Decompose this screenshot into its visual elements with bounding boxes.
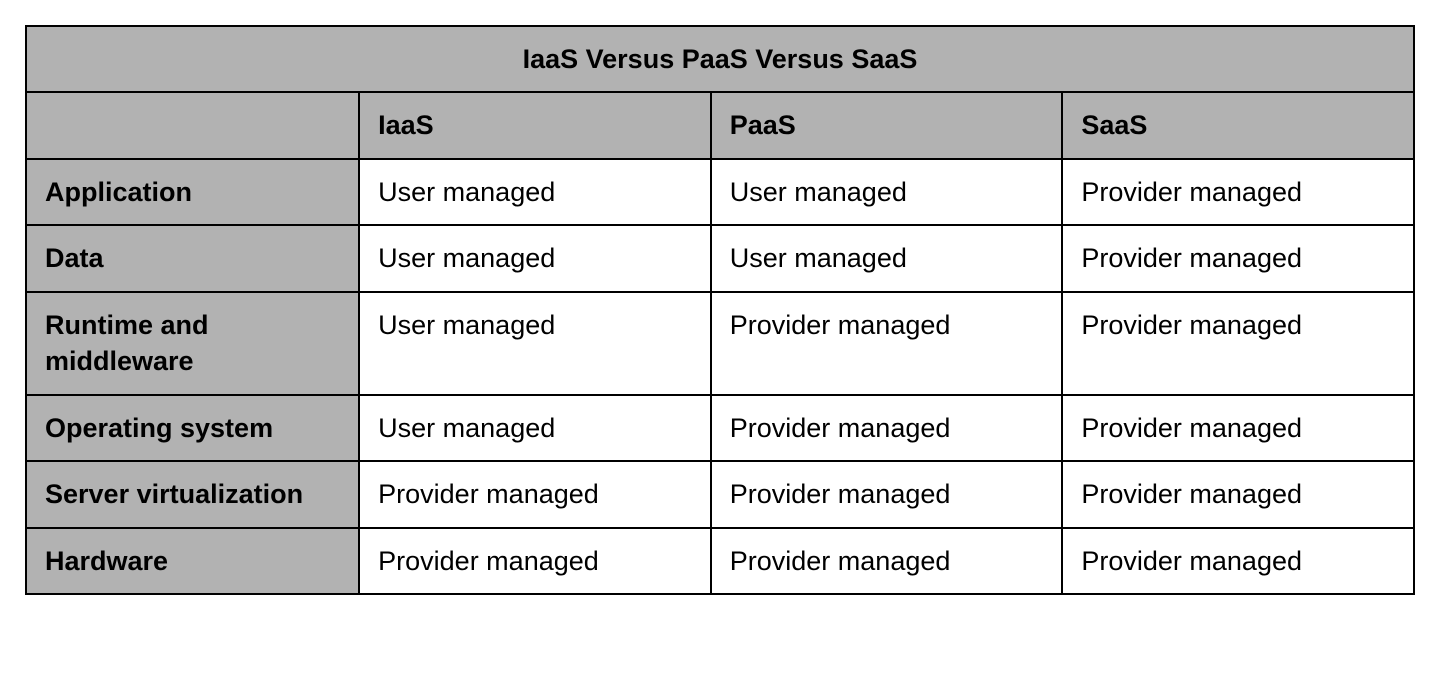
header-row: IaaS PaaS SaaS <box>26 92 1414 158</box>
table-title: IaaS Versus PaaS Versus SaaS <box>26 26 1414 92</box>
row-label-runtime: Runtime and middleware <box>26 292 359 395</box>
cell-server-virt-paas: Provider managed <box>711 461 1063 527</box>
row-label-data: Data <box>26 225 359 291</box>
cell-runtime-saas: Provider managed <box>1062 292 1414 395</box>
row-label-os: Operating system <box>26 395 359 461</box>
cell-data-saas: Provider managed <box>1062 225 1414 291</box>
cell-hardware-paas: Provider managed <box>711 528 1063 594</box>
cell-runtime-paas: Provider managed <box>711 292 1063 395</box>
cell-hardware-iaas: Provider managed <box>359 528 711 594</box>
table-row: Data User managed User managed Provider … <box>26 225 1414 291</box>
cell-application-saas: Provider managed <box>1062 159 1414 225</box>
table-row: Server virtualization Provider managed P… <box>26 461 1414 527</box>
cell-hardware-saas: Provider managed <box>1062 528 1414 594</box>
header-blank <box>26 92 359 158</box>
cell-server-virt-iaas: Provider managed <box>359 461 711 527</box>
table-row: Operating system User managed Provider m… <box>26 395 1414 461</box>
cell-server-virt-saas: Provider managed <box>1062 461 1414 527</box>
cell-data-iaas: User managed <box>359 225 711 291</box>
cell-runtime-iaas: User managed <box>359 292 711 395</box>
table-row: Hardware Provider managed Provider manag… <box>26 528 1414 594</box>
cell-os-iaas: User managed <box>359 395 711 461</box>
title-row: IaaS Versus PaaS Versus SaaS <box>26 26 1414 92</box>
cell-os-paas: Provider managed <box>711 395 1063 461</box>
row-label-application: Application <box>26 159 359 225</box>
table-row: Application User managed User managed Pr… <box>26 159 1414 225</box>
cell-application-iaas: User managed <box>359 159 711 225</box>
cell-application-paas: User managed <box>711 159 1063 225</box>
cell-data-paas: User managed <box>711 225 1063 291</box>
table-row: Runtime and middleware User managed Prov… <box>26 292 1414 395</box>
cell-os-saas: Provider managed <box>1062 395 1414 461</box>
header-saas: SaaS <box>1062 92 1414 158</box>
row-label-hardware: Hardware <box>26 528 359 594</box>
header-paas: PaaS <box>711 92 1063 158</box>
cloud-service-models-table: IaaS Versus PaaS Versus SaaS IaaS PaaS S… <box>25 25 1415 595</box>
row-label-server-virt: Server virtualization <box>26 461 359 527</box>
header-iaas: IaaS <box>359 92 711 158</box>
